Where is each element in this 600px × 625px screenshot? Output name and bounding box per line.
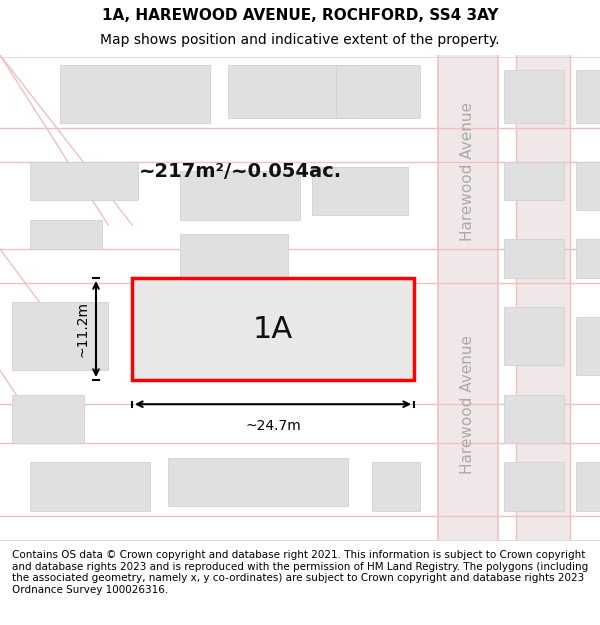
Text: Map shows position and indicative extent of the property.: Map shows position and indicative extent… bbox=[100, 32, 500, 47]
Bar bbox=[180, 234, 288, 278]
Bar bbox=[372, 462, 420, 511]
Bar bbox=[504, 162, 564, 201]
Bar bbox=[30, 462, 150, 511]
Bar bbox=[180, 171, 300, 220]
Bar bbox=[168, 458, 348, 506]
Text: 1A, HAREWOOD AVENUE, ROCHFORD, SS4 3AY: 1A, HAREWOOD AVENUE, ROCHFORD, SS4 3AY bbox=[102, 8, 498, 23]
Text: ~11.2m: ~11.2m bbox=[76, 301, 90, 357]
Bar bbox=[60, 65, 210, 123]
Bar bbox=[30, 162, 138, 201]
Bar bbox=[576, 162, 600, 210]
Bar bbox=[504, 462, 564, 511]
Bar bbox=[504, 308, 564, 366]
Text: Contains OS data © Crown copyright and database right 2021. This information is : Contains OS data © Crown copyright and d… bbox=[12, 550, 588, 595]
Bar bbox=[132, 278, 414, 380]
Bar bbox=[576, 462, 600, 511]
Bar bbox=[228, 65, 360, 118]
Bar bbox=[30, 220, 102, 249]
Bar bbox=[12, 302, 108, 370]
Text: Harewood Avenue: Harewood Avenue bbox=[461, 102, 476, 241]
Text: ~217m²/~0.054ac.: ~217m²/~0.054ac. bbox=[139, 162, 341, 181]
Bar bbox=[174, 298, 282, 356]
Text: Harewood Avenue: Harewood Avenue bbox=[461, 335, 476, 474]
Bar bbox=[504, 69, 564, 123]
Bar bbox=[576, 239, 600, 278]
Text: 1A: 1A bbox=[253, 314, 293, 344]
Bar bbox=[516, 55, 570, 540]
Text: ~24.7m: ~24.7m bbox=[245, 419, 301, 432]
Bar bbox=[438, 55, 498, 540]
Bar bbox=[336, 65, 420, 118]
Bar bbox=[12, 394, 84, 443]
Bar bbox=[504, 394, 564, 443]
Bar bbox=[576, 69, 600, 123]
Bar bbox=[576, 317, 600, 375]
Bar bbox=[504, 239, 564, 278]
Bar bbox=[312, 166, 408, 215]
